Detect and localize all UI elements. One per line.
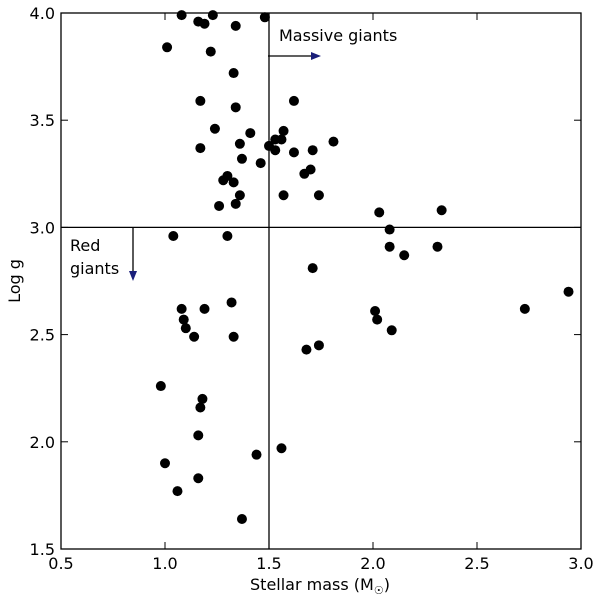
x-tick-label: 2.5 xyxy=(464,554,489,573)
data-point xyxy=(207,10,218,21)
y-tick-label: 2.0 xyxy=(30,433,55,452)
data-point xyxy=(180,323,191,334)
data-point xyxy=(307,145,318,156)
data-point xyxy=(313,340,324,351)
data-point xyxy=(193,430,204,441)
data-point xyxy=(176,303,187,314)
data-point xyxy=(168,230,179,241)
data-points xyxy=(155,10,574,524)
data-point xyxy=(222,230,233,241)
data-point xyxy=(230,20,241,31)
data-point xyxy=(155,381,166,392)
data-point xyxy=(276,134,287,145)
data-point xyxy=(399,250,410,261)
data-point xyxy=(307,263,318,274)
data-point xyxy=(276,443,287,454)
data-point xyxy=(270,145,281,156)
data-point xyxy=(372,314,383,325)
y-tick-label: 1.5 xyxy=(30,540,55,559)
data-point xyxy=(519,303,530,314)
x-tick-label: 3.0 xyxy=(568,554,593,573)
data-point xyxy=(205,46,216,57)
data-point xyxy=(189,331,200,342)
data-point xyxy=(230,102,241,113)
red-giants-arrowhead xyxy=(129,271,137,281)
data-point xyxy=(176,10,187,21)
y-tick-label: 4.0 xyxy=(30,4,55,23)
data-point xyxy=(259,12,270,23)
red-giants-label-line1: Red xyxy=(70,236,100,255)
massive-giants-label: Massive giants xyxy=(279,26,397,45)
y-axis-title: Log g xyxy=(5,259,24,303)
data-point xyxy=(370,306,381,317)
data-point xyxy=(234,138,245,149)
data-point xyxy=(197,393,208,404)
x-axis-title: Stellar mass (M☉) xyxy=(250,575,390,597)
data-point xyxy=(301,344,312,355)
data-point xyxy=(228,68,239,79)
x-axis-title-close: ) xyxy=(384,575,390,594)
data-point xyxy=(236,153,247,164)
x-tick-label: 1.5 xyxy=(256,554,281,573)
data-point xyxy=(278,190,289,201)
data-point xyxy=(305,164,316,175)
x-axis-title-main: Stellar mass (M xyxy=(250,575,374,594)
data-point xyxy=(195,95,206,106)
data-point xyxy=(228,177,239,188)
data-point xyxy=(251,449,262,460)
data-point xyxy=(228,331,239,342)
data-point xyxy=(172,486,183,497)
data-point xyxy=(195,402,206,413)
data-point xyxy=(436,205,447,216)
data-point xyxy=(195,143,206,154)
data-point xyxy=(199,18,210,29)
red-giants-label-line2: giants xyxy=(70,259,119,278)
x-tick-label: 0.5 xyxy=(48,554,73,573)
data-point xyxy=(374,207,385,218)
massive-giants-arrowhead xyxy=(311,52,321,60)
y-tick-label: 2.5 xyxy=(30,326,55,345)
x-axis-title-sun-symbol: ☉ xyxy=(374,584,384,597)
y-tick-label: 3.5 xyxy=(30,111,55,130)
data-point xyxy=(234,190,245,201)
data-point xyxy=(214,200,225,211)
data-point xyxy=(384,241,395,252)
data-point xyxy=(255,158,266,169)
x-tick-label: 1.0 xyxy=(152,554,177,573)
data-point xyxy=(226,297,237,308)
data-point xyxy=(218,175,229,186)
data-point xyxy=(328,136,339,147)
data-point xyxy=(178,314,189,325)
data-point xyxy=(162,42,173,53)
y-tick-label: 3.0 xyxy=(30,218,55,237)
data-point xyxy=(236,513,247,524)
massive-giants-annotation: Massive giants xyxy=(268,26,397,60)
red-giants-annotation: Red giants xyxy=(70,228,137,281)
plot-frame xyxy=(60,12,582,550)
data-point xyxy=(160,458,170,469)
data-point xyxy=(278,125,289,136)
data-point xyxy=(288,95,299,106)
data-point xyxy=(193,473,204,484)
data-point xyxy=(384,224,395,235)
data-point xyxy=(230,198,241,209)
data-point xyxy=(563,286,574,297)
data-point xyxy=(313,190,324,201)
x-tick-label: 2.0 xyxy=(360,554,385,573)
data-point xyxy=(245,128,256,139)
data-point xyxy=(288,147,299,158)
data-point xyxy=(209,123,220,134)
data-point xyxy=(432,241,443,252)
data-point xyxy=(386,325,397,336)
data-point xyxy=(199,303,210,314)
